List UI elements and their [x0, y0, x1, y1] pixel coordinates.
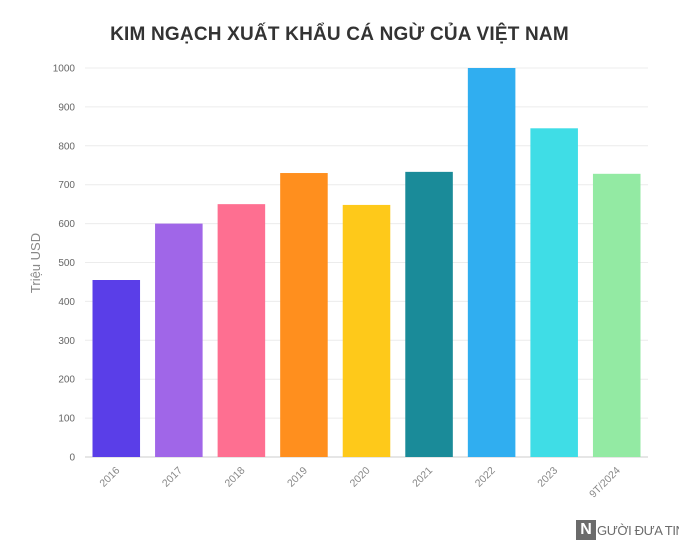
bar-9t-2024[interactable] — [592, 173, 641, 458]
y-tick-label: 200 — [58, 375, 75, 386]
x-tick-label: 2019 — [285, 465, 310, 490]
y-tick-label: 100 — [58, 414, 75, 425]
y-tick-label: 500 — [58, 258, 75, 269]
y-axis-title: Triệu USD — [28, 233, 43, 293]
bar-2021[interactable] — [405, 171, 453, 457]
chart-title: KIM NGẠCH XUẤT KHẨU CÁ NGỪ CỦA VIỆT NAM — [110, 24, 569, 45]
x-tick-label: 2023 — [535, 465, 560, 490]
y-tick-label: 700 — [58, 180, 75, 191]
x-tick-label: 2021 — [410, 465, 435, 490]
bars — [92, 68, 641, 458]
watermark-text: GƯỜI ĐƯA TIN — [597, 522, 679, 538]
bar-2022[interactable] — [467, 68, 516, 457]
bar-2019[interactable] — [280, 173, 328, 457]
bar-2023[interactable] — [530, 128, 578, 458]
bar-2020[interactable] — [342, 204, 391, 457]
y-axis-ticks: 0 100 200 300 400 500 600 700 800 900 1000 — [53, 64, 76, 464]
bar-2017[interactable] — [155, 223, 203, 457]
bar-2016[interactable] — [92, 280, 141, 457]
bar-2018[interactable] — [217, 204, 266, 457]
y-tick-label: 400 — [58, 297, 75, 308]
x-tick-label: 2020 — [348, 465, 373, 490]
y-tick-label: 600 — [58, 219, 75, 230]
y-tick-label: 300 — [58, 336, 75, 347]
x-tick-label: 2016 — [97, 465, 122, 490]
x-tick-label: 2022 — [473, 465, 498, 490]
watermark-logo: N GƯỜI ĐƯA TIN — [576, 519, 679, 541]
y-tick-label: 800 — [58, 141, 75, 152]
y-tick-label: 900 — [58, 102, 75, 113]
y-tick-label: 1000 — [53, 64, 76, 75]
y-tick-label: 0 — [69, 453, 75, 464]
watermark-letter: N — [576, 520, 596, 540]
x-tick-label: 9T/2024 — [587, 465, 623, 501]
x-tick-label: 2017 — [160, 465, 185, 490]
x-tick-label: 2018 — [223, 465, 248, 490]
x-axis-ticks: 2016 2017 2018 2019 2020 2021 2022 2023 9T/2024 — [97, 465, 623, 501]
